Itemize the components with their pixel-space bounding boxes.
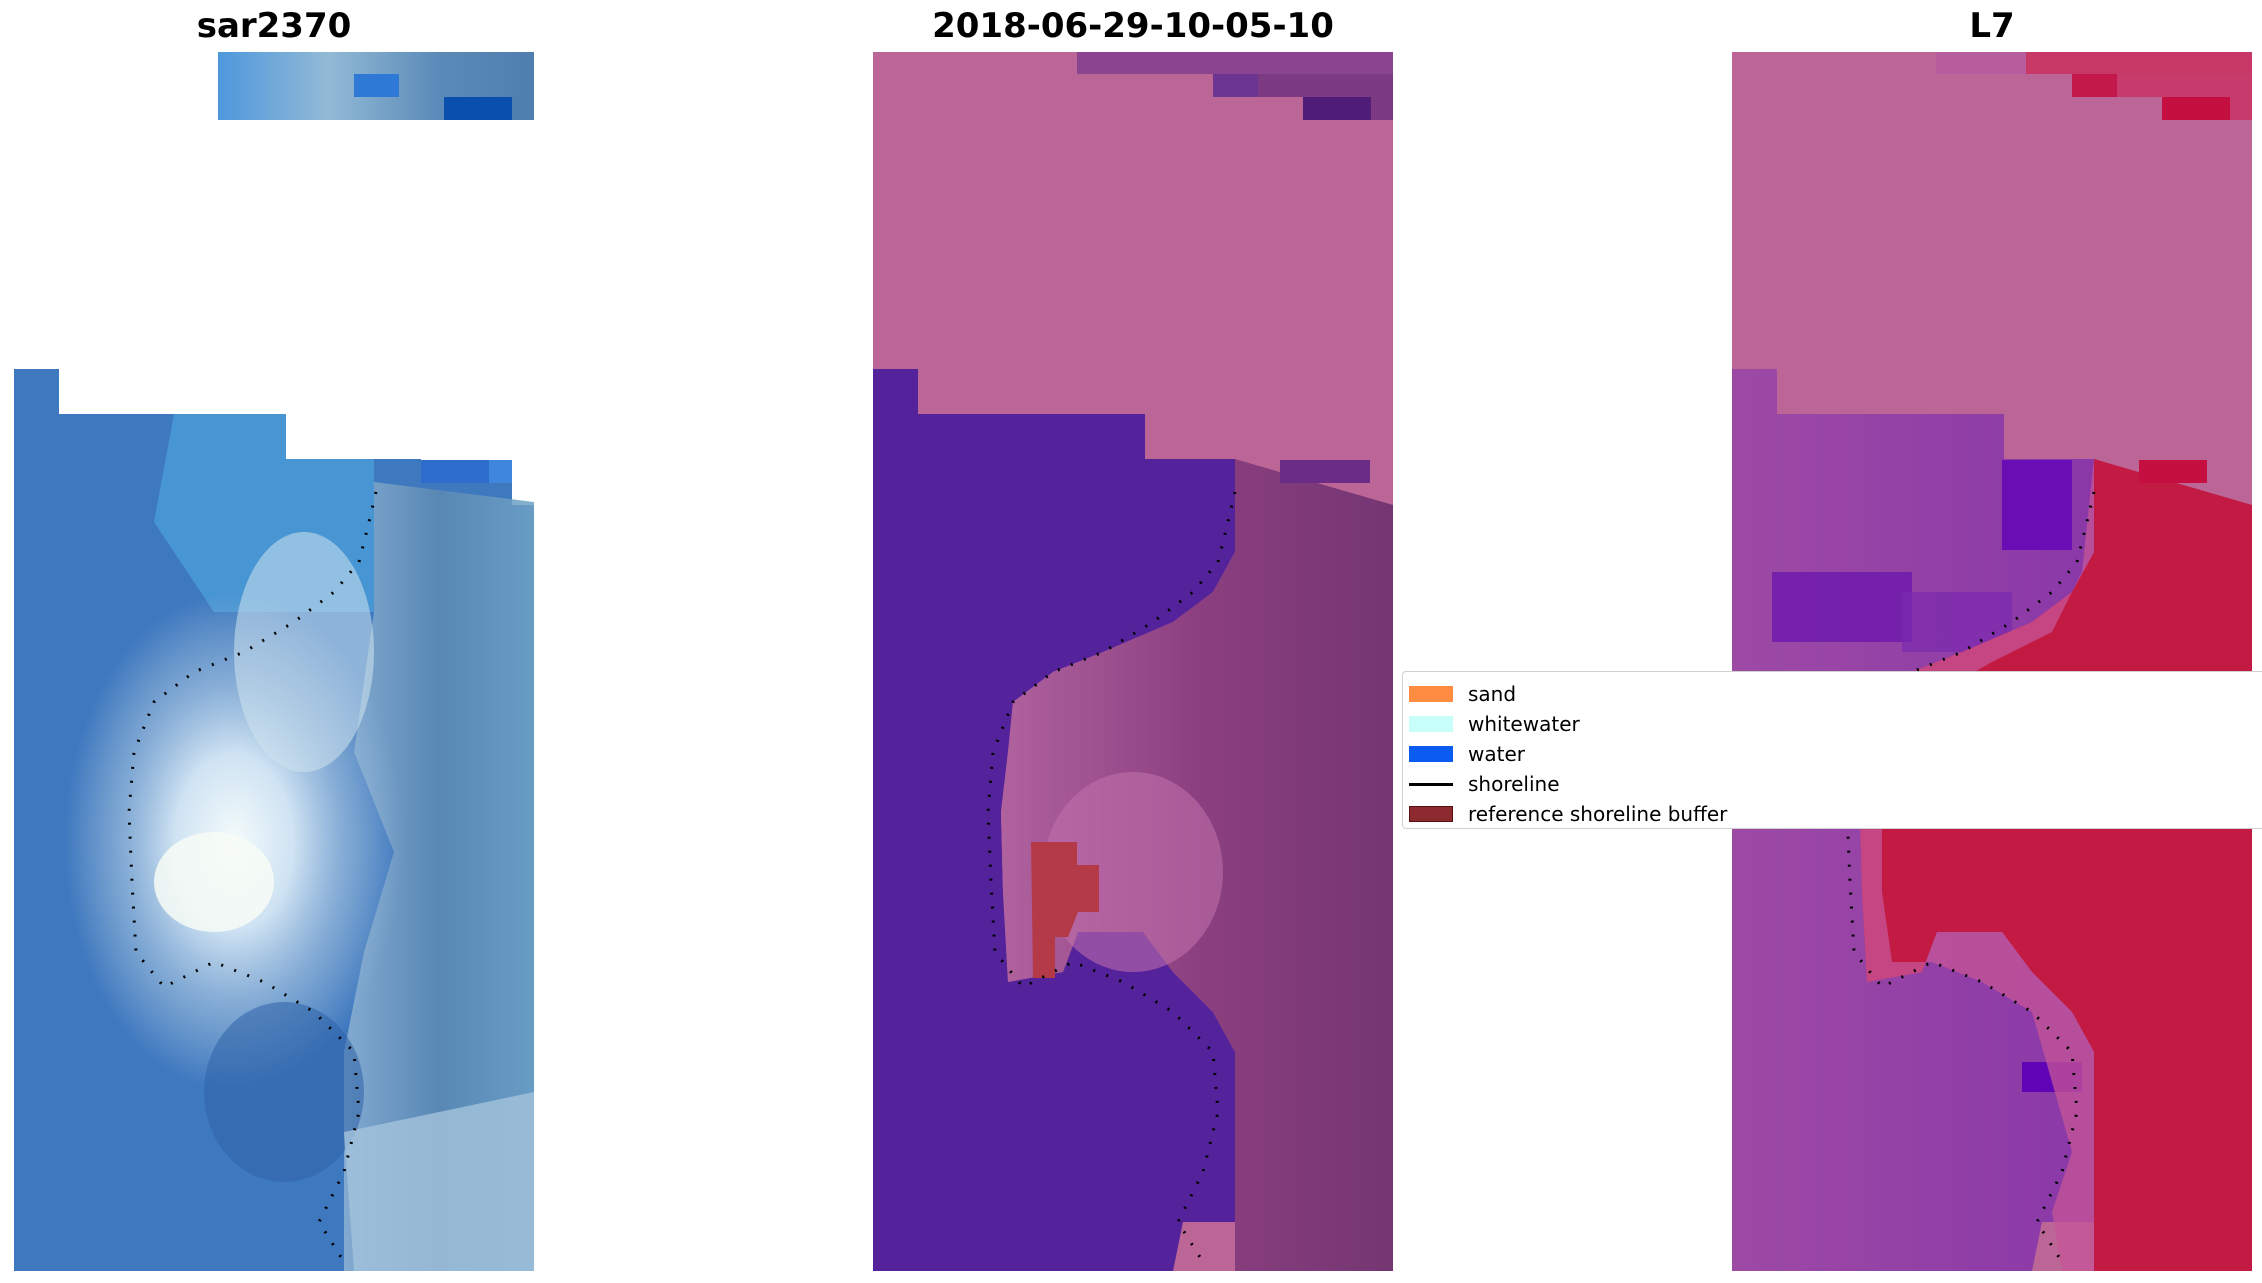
legend-item-sand: sand bbox=[1409, 680, 1516, 708]
sand-swatch bbox=[1409, 686, 1453, 702]
buffer-swatch bbox=[1409, 806, 1453, 822]
panel-title-l7: L7 bbox=[1969, 6, 2015, 46]
classified-image bbox=[873, 52, 1393, 1271]
shoreline-dots bbox=[1845, 491, 2096, 1263]
water-swatch bbox=[1409, 746, 1453, 762]
legend-item-shoreline: shoreline bbox=[1409, 770, 1560, 798]
l7-image bbox=[1732, 52, 2252, 1271]
classified-image-panel bbox=[873, 52, 1393, 1271]
sar-image-panel bbox=[14, 52, 534, 1271]
whitewater-swatch bbox=[1409, 716, 1453, 732]
shoreline-dots bbox=[986, 491, 1237, 1263]
legend-label: shoreline bbox=[1468, 772, 1560, 796]
legend-label: reference shoreline buffer bbox=[1468, 802, 1728, 826]
legend-item-whitewater: whitewater bbox=[1409, 710, 1580, 738]
legend-item-reference-buffer: reference shoreline buffer bbox=[1409, 800, 1727, 828]
legend: sand whitewater water shoreline referenc… bbox=[1402, 671, 2262, 829]
shoreline-dots bbox=[127, 491, 378, 1263]
legend-label: sand bbox=[1468, 682, 1517, 706]
legend-label: whitewater bbox=[1468, 712, 1580, 736]
legend-label: water bbox=[1468, 742, 1525, 766]
panel-title-classified: 2018-06-29-10-05-10 bbox=[932, 6, 1334, 46]
l7-image-panel bbox=[1732, 52, 2252, 1271]
legend-item-water: water bbox=[1409, 740, 1525, 768]
sar-image bbox=[14, 52, 534, 1271]
panel-title-sar: sar2370 bbox=[196, 6, 352, 46]
shoreline-line-swatch bbox=[1409, 782, 1453, 786]
